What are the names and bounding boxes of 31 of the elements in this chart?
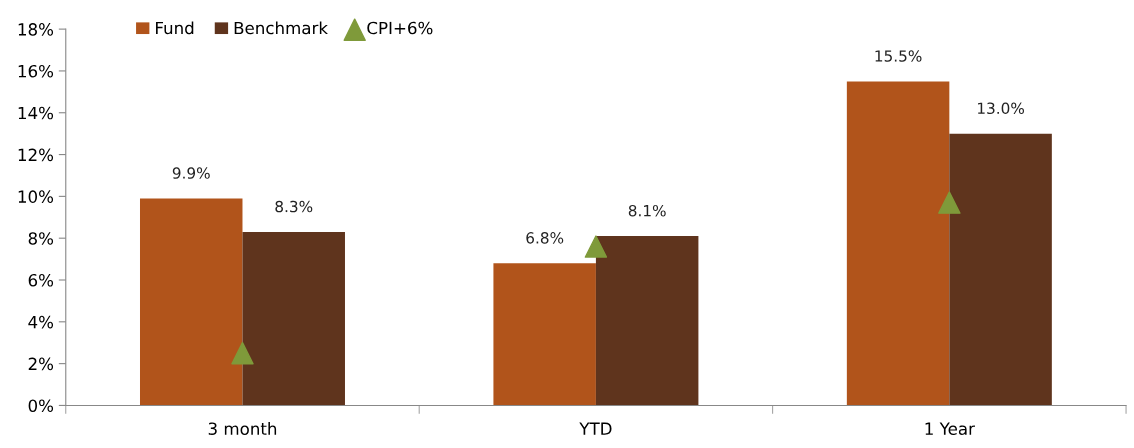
y-tick-label: 14% bbox=[18, 106, 54, 120]
bar bbox=[493, 263, 596, 406]
point bbox=[584, 235, 608, 258]
data-label: 15.5% bbox=[875, 50, 922, 62]
bar bbox=[949, 133, 1052, 406]
data-label: 9.9% bbox=[172, 167, 210, 179]
bar bbox=[242, 231, 345, 406]
y-tick-label: 0% bbox=[28, 399, 54, 413]
y-tick-label: 10% bbox=[18, 190, 54, 203]
y-tick-label: 12% bbox=[18, 148, 54, 162]
data-label: 8.3% bbox=[275, 200, 313, 213]
point bbox=[231, 341, 254, 365]
bar bbox=[846, 81, 950, 406]
legend-label: CPI+6% bbox=[367, 21, 433, 35]
y-tick-label: 8% bbox=[28, 232, 54, 245]
y-tick-label: 16% bbox=[18, 64, 54, 78]
data-label: 6.8% bbox=[526, 232, 564, 244]
bar bbox=[595, 236, 699, 406]
x-tick-label: 3 month bbox=[208, 422, 277, 436]
point bbox=[938, 191, 961, 214]
legend-label: Fund bbox=[156, 21, 194, 35]
x-tick-label: 1 Year bbox=[925, 422, 975, 436]
bar bbox=[139, 198, 243, 406]
y-tick-label: 18% bbox=[18, 23, 54, 36]
legend-label: Benchmark bbox=[234, 21, 328, 35]
data-label: 8.1% bbox=[628, 204, 666, 217]
y-tick-label: 2% bbox=[28, 357, 54, 371]
x-tick-label: YTD bbox=[579, 422, 612, 435]
y-tick-label: 4% bbox=[28, 315, 54, 329]
y-tick-label: 6% bbox=[28, 273, 54, 287]
data-label: 13.0% bbox=[978, 102, 1025, 115]
